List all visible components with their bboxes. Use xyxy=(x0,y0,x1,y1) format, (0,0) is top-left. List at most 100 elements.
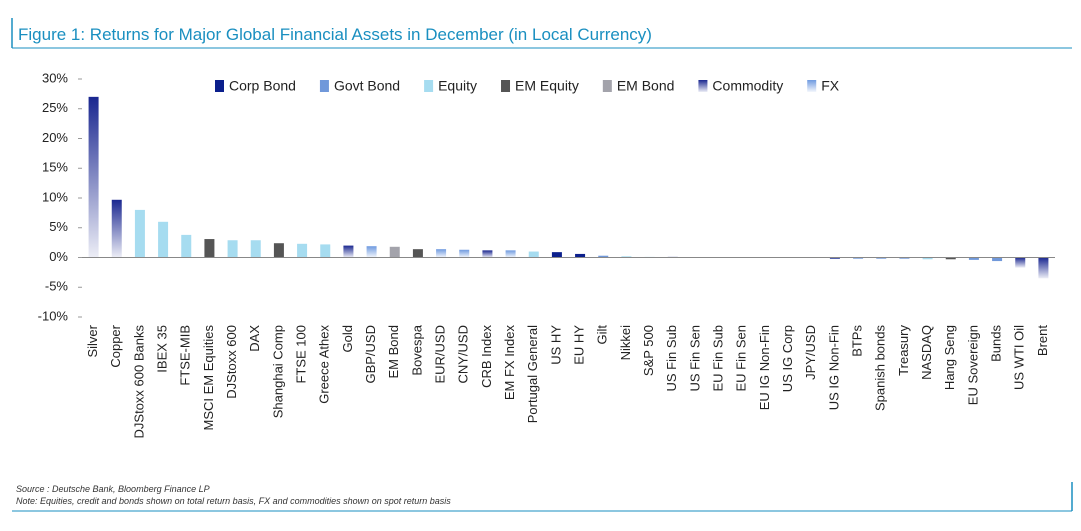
x-tick-label: EU Fin Sub xyxy=(711,325,726,391)
legend-label: Govt Bond xyxy=(334,78,400,94)
x-tick-label: EM FX Index xyxy=(502,325,517,401)
bar xyxy=(227,240,238,258)
legend-label: Commodity xyxy=(712,78,783,94)
bar xyxy=(876,257,887,259)
x-tick-label: IBEX 35 xyxy=(155,325,170,373)
x-tick-label: Gold xyxy=(340,325,355,352)
bar xyxy=(968,257,979,260)
bar xyxy=(88,96,99,258)
legend-swatch xyxy=(501,80,511,92)
bar xyxy=(111,199,122,258)
x-tick-label: US IG Non-Fin xyxy=(826,325,841,410)
bar xyxy=(204,239,215,258)
bar xyxy=(273,243,284,258)
x-tick-label: Bovespa xyxy=(409,324,424,375)
bar xyxy=(528,251,539,258)
x-tick-label: EU Sovereign xyxy=(965,325,980,405)
bar xyxy=(436,249,447,258)
legend-swatch xyxy=(602,80,612,92)
x-tick-label: DJStoxx 600 Banks xyxy=(131,325,146,439)
bar xyxy=(505,250,516,258)
x-tick-label: Copper xyxy=(108,324,123,367)
bar xyxy=(297,243,308,258)
source-note: Source : Deutsche Bank, Bloomberg Financ… xyxy=(16,484,210,494)
bar xyxy=(945,257,956,260)
x-tick-label: Portugal General xyxy=(525,325,540,423)
chart-title: Figure 1: Returns for Major Global Finan… xyxy=(18,25,652,44)
y-tick-label: 20% xyxy=(42,130,68,145)
x-tick-label: CRB Index xyxy=(479,325,494,388)
legend-swatch xyxy=(319,80,329,92)
y-tick-label: 10% xyxy=(42,189,68,204)
x-tick-label: US HY xyxy=(548,325,563,365)
bar xyxy=(320,244,331,258)
legend-label: EM Equity xyxy=(515,78,579,94)
bar xyxy=(389,246,400,258)
bar xyxy=(459,249,470,258)
bar xyxy=(1038,257,1049,279)
legend-label: EM Bond xyxy=(617,78,675,94)
x-tick-label: DJStoxx 600 xyxy=(224,325,239,399)
y-tick-label: 5% xyxy=(49,219,68,234)
bar xyxy=(1015,257,1026,268)
x-tick-label: Nikkei xyxy=(618,325,633,361)
x-tick-label: Spanish bonds xyxy=(873,325,888,412)
x-tick-label: EU HY xyxy=(572,325,587,365)
legend-label: Equity xyxy=(438,78,477,94)
x-tick-label: Bunds xyxy=(989,325,1004,362)
bar xyxy=(366,246,377,258)
x-tick-label: US Fin Sub xyxy=(664,325,679,391)
bar xyxy=(829,257,840,259)
y-tick-label: 15% xyxy=(42,160,68,175)
bar xyxy=(482,250,493,258)
x-tick-label: NASDAQ xyxy=(919,325,934,380)
x-tick-label: EU Fin Sen xyxy=(734,325,749,391)
bar xyxy=(181,234,192,258)
y-tick-label: -10% xyxy=(38,308,69,323)
y-tick-label: 25% xyxy=(42,100,68,115)
legend-swatch xyxy=(807,80,817,92)
x-tick-label: Treasury xyxy=(896,325,911,376)
x-tick-label: BTPs xyxy=(850,325,865,357)
y-tick-label: -5% xyxy=(45,279,69,294)
x-tick-label: US WTI Oil xyxy=(1012,325,1027,390)
y-tick-label: 0% xyxy=(49,249,68,264)
legend-swatch xyxy=(424,80,434,92)
bar xyxy=(621,256,632,258)
x-tick-label: CNY/USD xyxy=(456,325,471,384)
bar xyxy=(853,257,864,259)
x-tick-label: EM Bond xyxy=(386,325,401,378)
x-tick-label: Hang Seng xyxy=(942,325,957,390)
bar xyxy=(412,249,423,258)
legend-swatch xyxy=(698,80,708,92)
x-tick-label: FTSE-MIB xyxy=(178,325,193,386)
x-tick-label: MSCI EM Equities xyxy=(201,325,216,431)
x-tick-label: Shanghai Comp xyxy=(270,325,285,418)
footnote: Note: Equities, credit and bonds shown o… xyxy=(16,496,451,506)
x-tick-label: Brent xyxy=(1035,325,1050,356)
x-tick-label: S&P 500 xyxy=(641,325,656,376)
bar xyxy=(575,253,586,258)
x-tick-label: EU IG Non-Fin xyxy=(757,325,772,410)
x-tick-label: Silver xyxy=(85,324,100,357)
bar xyxy=(134,209,145,258)
bar xyxy=(343,245,354,258)
legend-swatch xyxy=(215,80,224,92)
x-tick-label: US IG Corp xyxy=(780,325,795,392)
bar xyxy=(551,252,562,258)
x-tick-label: DAX xyxy=(247,325,262,352)
bar xyxy=(598,255,609,258)
legend-label: FX xyxy=(821,78,840,94)
bar xyxy=(250,240,261,258)
y-tick-label: 30% xyxy=(42,70,68,85)
bar xyxy=(922,257,933,260)
bar xyxy=(158,221,169,258)
bar xyxy=(899,257,910,259)
x-tick-label: EUR/USD xyxy=(433,325,448,384)
x-tick-label: GBP/USD xyxy=(363,325,378,384)
bar xyxy=(992,257,1003,262)
x-tick-label: US Fin Sen xyxy=(687,325,702,391)
x-tick-label: Greece Athex xyxy=(317,325,332,404)
x-tick-label: JPY/USD xyxy=(803,325,818,380)
